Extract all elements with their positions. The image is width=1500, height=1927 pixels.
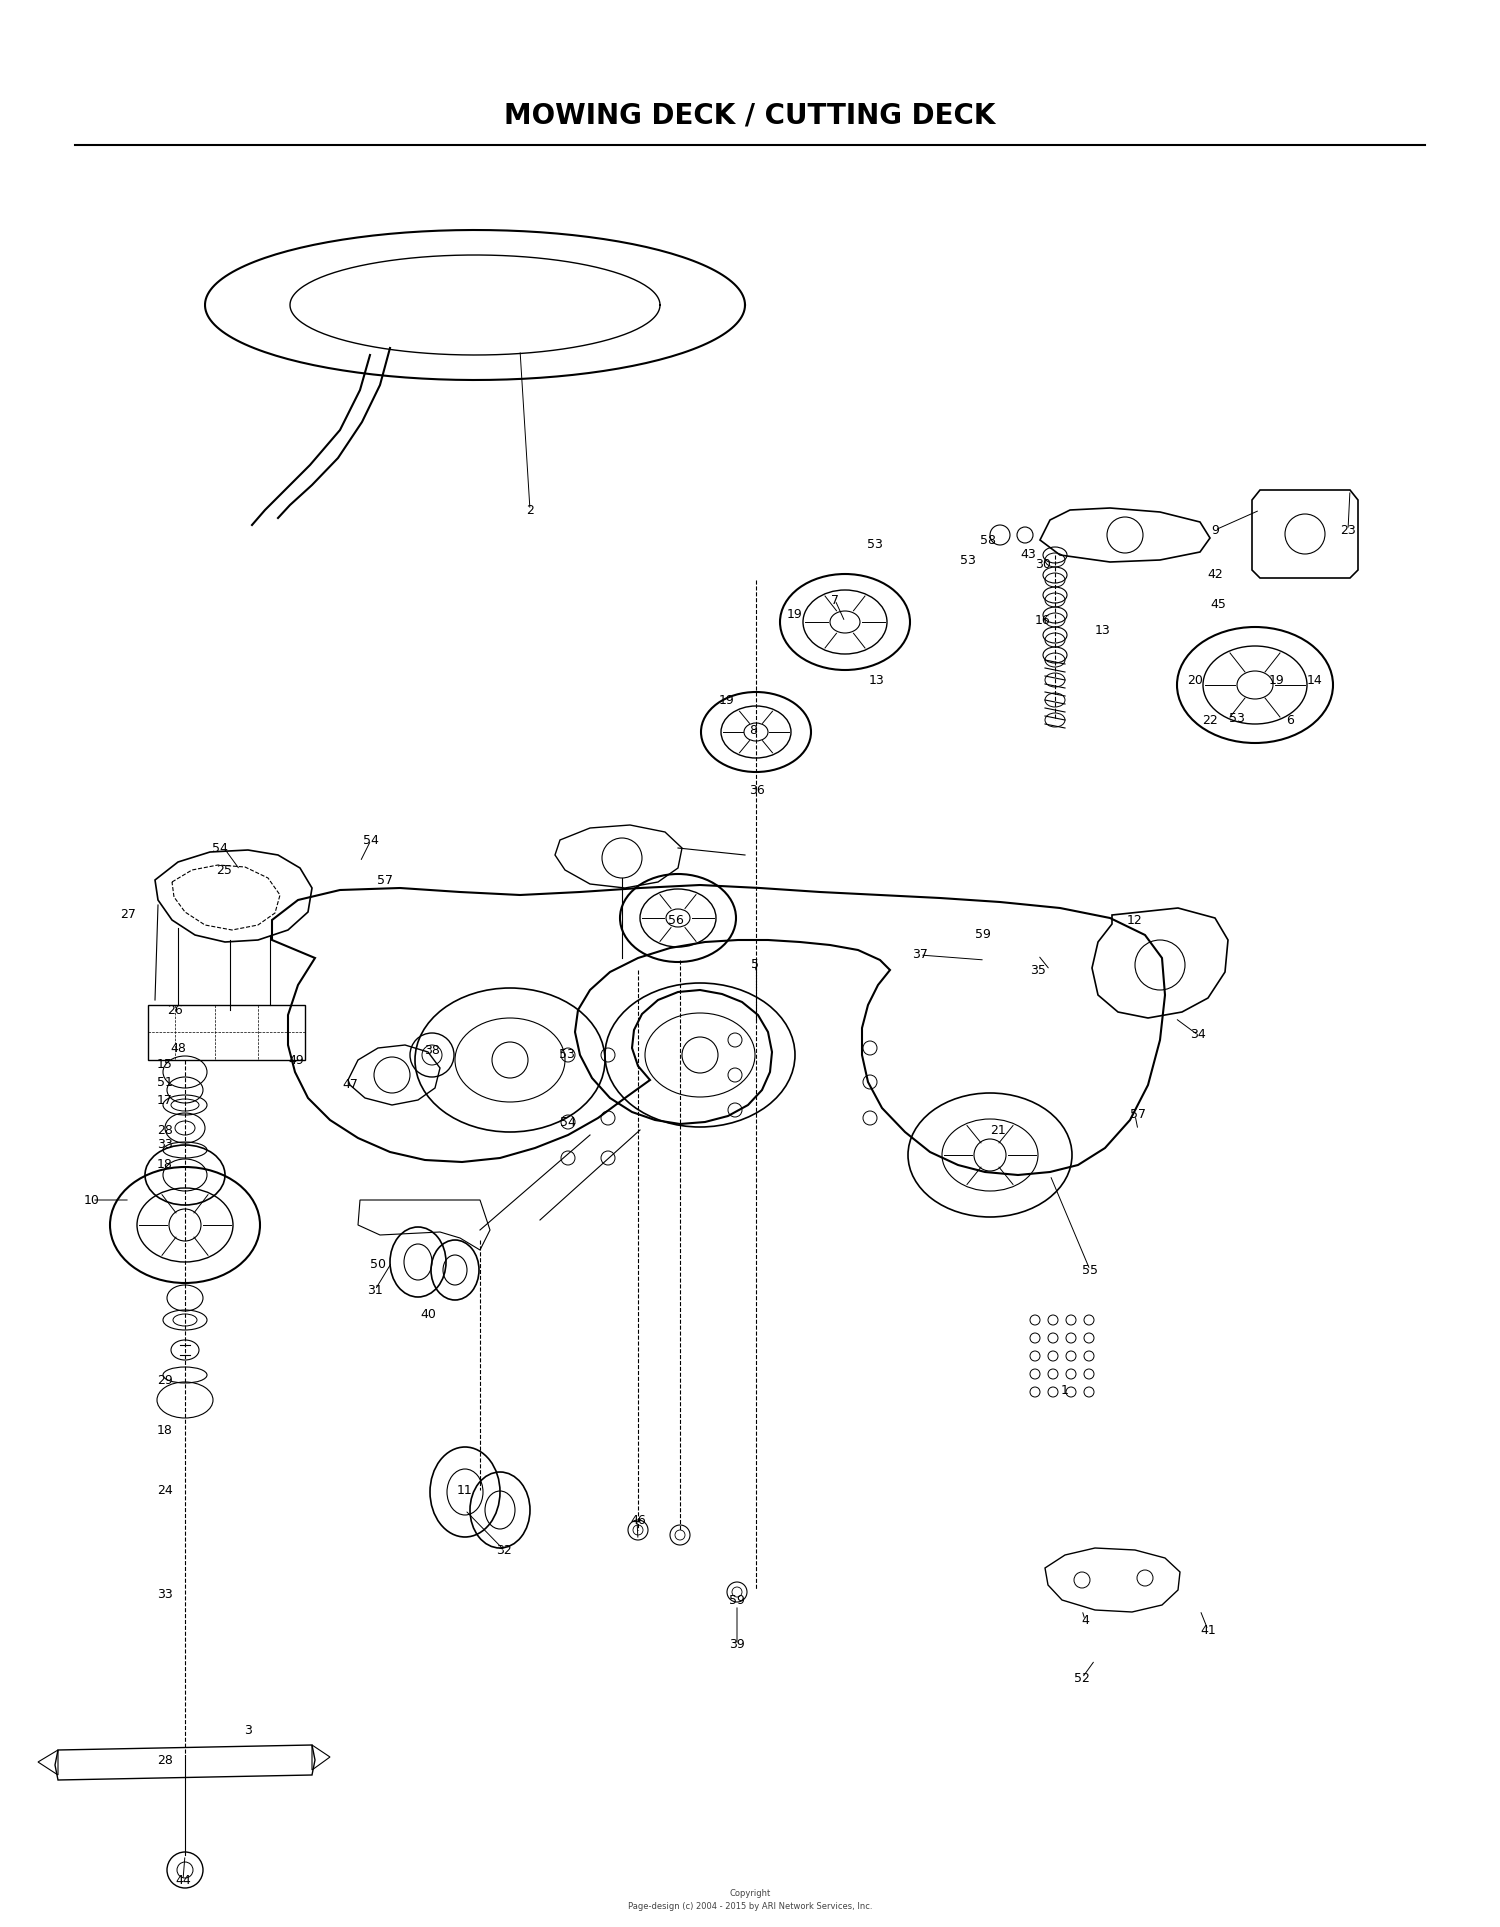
- Text: 56: 56: [668, 913, 684, 927]
- Text: 54: 54: [560, 1116, 576, 1129]
- Text: 58: 58: [980, 534, 996, 547]
- Text: 29: 29: [158, 1374, 172, 1387]
- Text: 38: 38: [424, 1044, 439, 1056]
- Text: 42: 42: [1208, 568, 1222, 582]
- Text: Copyright
Page-design (c) 2004 - 2015 by ARI Network Services, Inc.: Copyright Page-design (c) 2004 - 2015 by…: [627, 1888, 873, 1912]
- Text: 46: 46: [630, 1513, 646, 1526]
- Text: 53: 53: [560, 1048, 574, 1062]
- Text: 18: 18: [158, 1158, 172, 1172]
- Text: 15: 15: [158, 1058, 172, 1071]
- Text: 28: 28: [158, 1754, 172, 1767]
- Text: 14: 14: [1306, 674, 1323, 686]
- Text: 45: 45: [1210, 599, 1225, 611]
- Text: 18: 18: [158, 1424, 172, 1436]
- Text: 5: 5: [752, 958, 759, 971]
- Text: 10: 10: [84, 1193, 100, 1206]
- Text: 39: 39: [729, 1638, 746, 1651]
- Text: 31: 31: [368, 1283, 382, 1297]
- Text: 6: 6: [1286, 713, 1294, 726]
- Text: 53: 53: [867, 538, 883, 551]
- Text: 23: 23: [1340, 524, 1356, 536]
- Text: 8: 8: [748, 723, 758, 736]
- Text: 9: 9: [1210, 524, 1219, 536]
- Text: 59: 59: [729, 1594, 746, 1607]
- Text: 33: 33: [158, 1588, 172, 1601]
- Text: 28: 28: [158, 1123, 172, 1137]
- Text: 55: 55: [1082, 1264, 1098, 1276]
- Text: 19: 19: [718, 694, 735, 707]
- Text: MOWING DECK / CUTTING DECK: MOWING DECK / CUTTING DECK: [504, 100, 996, 129]
- Text: 52: 52: [1074, 1671, 1090, 1684]
- Text: 41: 41: [1200, 1624, 1216, 1636]
- Text: 1: 1: [1060, 1384, 1070, 1397]
- Text: 19: 19: [1269, 674, 1286, 686]
- Text: 26: 26: [166, 1004, 183, 1017]
- Text: 3: 3: [244, 1723, 252, 1736]
- Text: 40: 40: [420, 1308, 436, 1322]
- Text: 37: 37: [912, 948, 928, 962]
- Text: 36: 36: [748, 784, 765, 796]
- Text: 33: 33: [158, 1139, 172, 1152]
- Text: 47: 47: [342, 1079, 358, 1091]
- Text: 22: 22: [1202, 713, 1218, 726]
- Text: 35: 35: [1030, 964, 1045, 977]
- Text: 7: 7: [831, 594, 839, 607]
- Text: 32: 32: [496, 1544, 512, 1557]
- Text: 12: 12: [1126, 913, 1143, 927]
- Text: 57: 57: [1130, 1108, 1146, 1122]
- Text: 16: 16: [1035, 613, 1052, 626]
- Text: 51: 51: [158, 1075, 172, 1089]
- Text: 25: 25: [216, 863, 232, 877]
- Text: 54: 54: [211, 842, 228, 854]
- Text: 27: 27: [120, 908, 136, 921]
- Text: 24: 24: [158, 1484, 172, 1497]
- Text: 53: 53: [960, 553, 976, 567]
- Text: 4: 4: [1082, 1613, 1089, 1626]
- Text: 19: 19: [788, 609, 802, 622]
- Text: 49: 49: [288, 1054, 304, 1066]
- Text: 11: 11: [458, 1484, 472, 1497]
- Text: 13: 13: [868, 674, 885, 686]
- Text: 54: 54: [363, 834, 380, 846]
- Text: 53: 53: [1228, 711, 1245, 725]
- Text: 20: 20: [1186, 674, 1203, 686]
- Text: 30: 30: [1035, 559, 1052, 572]
- Text: 34: 34: [1190, 1029, 1206, 1041]
- Text: 17: 17: [158, 1093, 172, 1106]
- Text: 21: 21: [990, 1123, 1006, 1137]
- Text: 44: 44: [176, 1873, 190, 1887]
- Text: 43: 43: [1020, 549, 1036, 561]
- Text: 59: 59: [975, 929, 992, 942]
- Text: 48: 48: [170, 1041, 186, 1054]
- Text: 50: 50: [370, 1258, 386, 1272]
- Text: 2: 2: [526, 503, 534, 516]
- Text: 57: 57: [376, 873, 393, 886]
- Text: 13: 13: [1095, 624, 1112, 636]
